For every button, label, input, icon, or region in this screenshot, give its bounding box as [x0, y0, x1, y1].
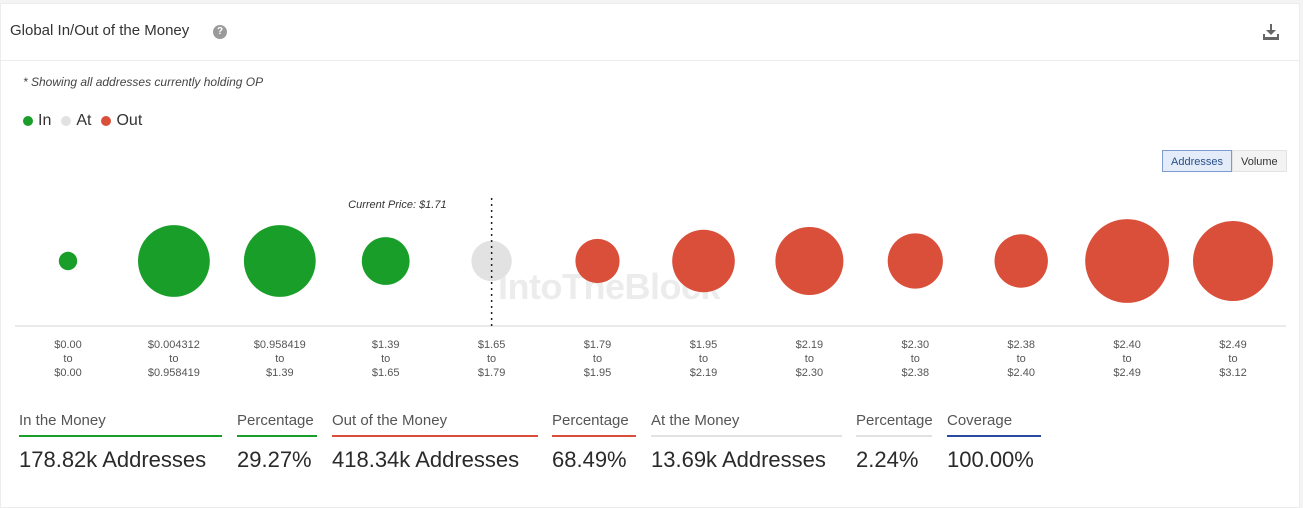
tick-label: $0.00	[54, 339, 82, 351]
tick-label: to	[275, 353, 284, 365]
tick-label: to	[1123, 353, 1132, 365]
tick-label: $2.40	[1113, 339, 1141, 351]
bubble-out[interactable]	[1193, 221, 1273, 301]
bubble-in[interactable]	[243, 225, 316, 297]
tick-label: $0.004312	[148, 339, 200, 351]
metric-toggle: Addresses Volume	[1162, 150, 1287, 172]
tick-label: $2.40	[1007, 367, 1035, 379]
stat-label: Percentage	[552, 412, 629, 429]
tick-label: to	[63, 353, 72, 365]
stat-bar	[19, 435, 222, 437]
volume-toggle-button[interactable]: Volume	[1231, 150, 1287, 172]
legend-item-in[interactable]: In	[23, 112, 51, 130]
tick-label: $1.95	[690, 339, 718, 351]
tick-label: $2.30	[796, 367, 824, 379]
stat-bar	[237, 435, 317, 437]
legend-label-out: Out	[116, 112, 143, 129]
stat-bar	[947, 435, 1041, 437]
legend-label-at: At	[76, 112, 92, 129]
stat-value: 2.24%	[856, 447, 919, 472]
bubble-in[interactable]	[58, 251, 78, 271]
tick-label: $2.38	[1007, 339, 1035, 351]
tick-label: to	[169, 353, 178, 365]
tick-label: $1.79	[478, 367, 506, 379]
tick-label: $0.958419	[254, 339, 306, 351]
stat-label: Percentage	[856, 412, 933, 429]
bubble-at[interactable]	[471, 240, 512, 282]
bubble-out[interactable]	[994, 234, 1048, 288]
download-icon[interactable]	[1262, 23, 1280, 41]
tick-label: $0.958419	[148, 367, 200, 379]
tick-label: $1.79	[584, 339, 612, 351]
tick-label: $1.65	[372, 367, 400, 379]
tick-label: $1.65	[478, 339, 506, 351]
stat-label: Percentage	[237, 412, 314, 429]
tick-label: $1.39	[266, 367, 294, 379]
card-header: Global In/Out of the Money ?	[1, 4, 1299, 61]
chart-card: Global In/Out of the Money ? * Showing a…	[0, 3, 1300, 508]
stat-value: 29.27%	[237, 447, 312, 472]
stat-coverage: Coverage 100.00%	[947, 412, 1041, 473]
tick-label: $2.49	[1113, 367, 1141, 379]
tick-label: to	[487, 353, 496, 365]
tick-label: $2.19	[690, 367, 718, 379]
bubble-out[interactable]	[575, 238, 620, 284]
stat-out-percentage: Percentage 68.49%	[552, 412, 636, 473]
stat-bar	[552, 435, 636, 437]
legend-item-at[interactable]: At	[61, 112, 91, 130]
summary-stats: In the Money 178.82k Addresses Percentag…	[1, 412, 1299, 492]
stat-label: Out of the Money	[332, 412, 448, 429]
tick-label: to	[381, 353, 390, 365]
stat-value: 178.82k Addresses	[19, 447, 207, 472]
bubble-in[interactable]	[361, 237, 410, 285]
stat-in-the-money: In the Money 178.82k Addresses	[19, 412, 222, 473]
bubble-out[interactable]	[887, 233, 943, 289]
tick-label: $1.39	[372, 339, 400, 351]
legend-label-in: In	[38, 112, 52, 129]
legend-item-out[interactable]: Out	[101, 112, 142, 130]
stat-value: 418.34k Addresses	[332, 447, 520, 472]
question-circle-icon[interactable]: ?	[213, 25, 227, 39]
legend-dot-in	[23, 116, 33, 126]
tick-label: to	[911, 353, 920, 365]
current-price-label: Current Price: $1.71	[348, 199, 446, 211]
tick-label: to	[1017, 353, 1026, 365]
stat-bar	[856, 435, 932, 437]
legend-dot-out	[101, 116, 112, 126]
holding-note: * Showing all addresses currently holdin…	[23, 75, 264, 89]
tick-label: $3.12	[1219, 367, 1247, 379]
stat-label: In the Money	[19, 412, 106, 429]
stat-at-the-money: At the Money 13.69k Addresses	[651, 412, 842, 473]
stat-label: Coverage	[947, 412, 1013, 429]
stat-value: 100.00%	[947, 447, 1034, 472]
legend-dot-at	[61, 116, 72, 126]
bubble-in[interactable]	[138, 225, 210, 297]
stat-at-percentage: Percentage 2.24%	[856, 412, 933, 473]
stat-value: 13.69k Addresses	[651, 447, 826, 472]
tick-label: $2.49	[1219, 339, 1247, 351]
tick-label: to	[1228, 353, 1237, 365]
stat-bar	[332, 435, 538, 437]
legend: In At Out	[23, 112, 142, 130]
stat-label: At the Money	[651, 412, 740, 429]
tick-label: $2.38	[902, 367, 930, 379]
bubble-out[interactable]	[672, 229, 735, 293]
tick-label: to	[805, 353, 814, 365]
bubble-chart: $0.00 to $0.00 $0.004312 to $0.958419 $0.95841…	[15, 198, 1286, 379]
tick-label: $2.19	[796, 339, 824, 351]
tick-label: to	[593, 353, 602, 365]
page-title: Global In/Out of the Money	[10, 22, 190, 39]
tick-label: $2.30	[902, 339, 930, 351]
tick-label: $1.95	[584, 367, 612, 379]
bubble-out[interactable]	[775, 227, 844, 295]
stat-bar	[651, 435, 842, 437]
stat-value: 68.49%	[552, 447, 627, 472]
addresses-toggle-button[interactable]: Addresses	[1162, 150, 1232, 172]
stat-in-percentage: Percentage 29.27%	[237, 412, 317, 473]
stat-out-of-the-money: Out of the Money 418.34k Addresses	[332, 412, 538, 473]
bubble-out[interactable]	[1085, 219, 1169, 303]
tick-label: to	[699, 353, 708, 365]
tick-label: $0.00	[54, 367, 82, 379]
